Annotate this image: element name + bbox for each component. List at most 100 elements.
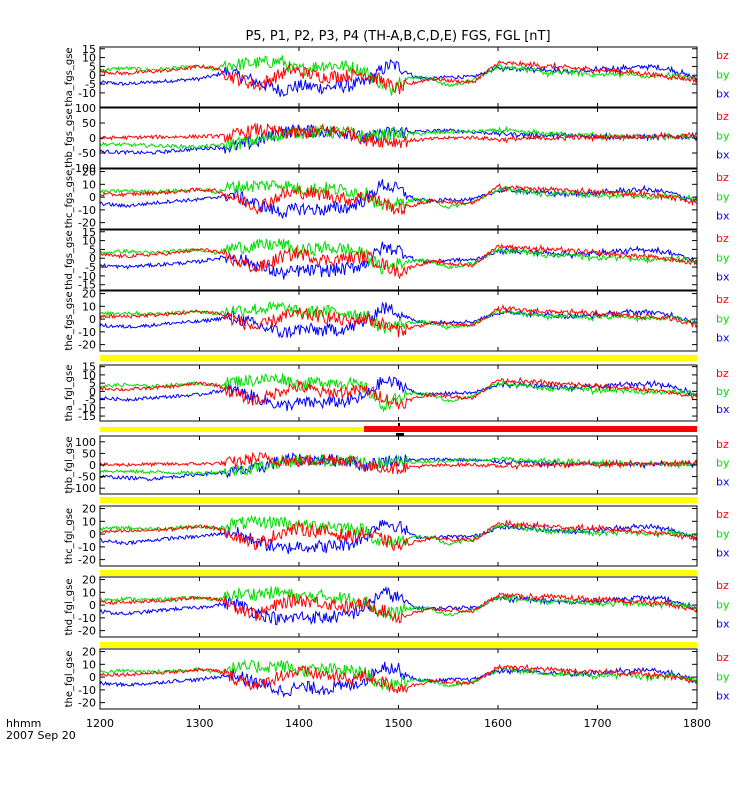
legend-bz: bz bbox=[716, 293, 729, 306]
traces bbox=[100, 659, 697, 698]
y-tick-label: 0 bbox=[89, 599, 96, 612]
series-bz bbox=[100, 304, 697, 338]
legend-bx: bx bbox=[716, 88, 730, 101]
legend-by: by bbox=[716, 190, 730, 203]
series-bz bbox=[100, 451, 697, 475]
date-label: 2007 Sep 20 bbox=[6, 729, 76, 742]
y-axis-label: tha_fgl_gse bbox=[64, 365, 75, 422]
series-bx bbox=[100, 519, 697, 555]
legend-by: by bbox=[716, 129, 730, 142]
traces bbox=[100, 514, 697, 555]
legend-bx: bx bbox=[716, 690, 730, 703]
x-tick-label: 1600 bbox=[484, 717, 512, 730]
flag-marker bbox=[396, 433, 404, 436]
series-bx bbox=[100, 586, 697, 626]
y-tick-label: 0 bbox=[89, 385, 96, 398]
y-tick-label: -50 bbox=[78, 471, 96, 484]
y-tick-label: -10 bbox=[78, 204, 96, 217]
flag-marker-top bbox=[398, 423, 400, 426]
y-tick-label: -100 bbox=[71, 162, 96, 175]
y-axis-label: the_fgl_gse bbox=[64, 651, 75, 708]
y-tick-label: -10 bbox=[78, 270, 96, 283]
x-tick-label: 1800 bbox=[683, 717, 711, 730]
y-axis-label: tha_fgs_gse bbox=[64, 47, 75, 106]
y-tick-label: 50 bbox=[82, 117, 96, 130]
y-tick-label: -20 bbox=[78, 339, 96, 352]
status-bars bbox=[100, 355, 697, 648]
legend-by: by bbox=[716, 527, 730, 540]
panel-frame bbox=[99, 46, 698, 108]
y-tick-label: 50 bbox=[82, 447, 96, 460]
status-bar bbox=[100, 570, 697, 576]
legend-bz: bz bbox=[716, 171, 729, 184]
legend-bz: bz bbox=[716, 438, 729, 451]
series-bz bbox=[100, 519, 697, 552]
legend-bz: bz bbox=[716, 49, 729, 62]
legend-by: by bbox=[716, 457, 730, 470]
series-by bbox=[100, 300, 697, 334]
y-tick-label: -10 bbox=[78, 87, 96, 100]
time-axis: 1200 1300 1400 1500 1600 1700 1800 bbox=[86, 717, 711, 730]
y-tick-label: -20 bbox=[78, 554, 96, 567]
legend-bx: bx bbox=[716, 618, 730, 631]
legend-by: by bbox=[716, 251, 730, 264]
series-bz bbox=[100, 592, 697, 624]
y-tick-label: 20 bbox=[82, 166, 96, 179]
y-axis-label: thc_fgs_gse bbox=[64, 170, 75, 229]
series-by bbox=[100, 124, 697, 151]
legend-bx: bx bbox=[716, 403, 730, 416]
y-tick-label: 0 bbox=[89, 252, 96, 265]
y-tick-label: -10 bbox=[78, 541, 96, 554]
y-tick-label: 15 bbox=[82, 226, 96, 239]
series-bx bbox=[100, 241, 697, 280]
legend-bz: bz bbox=[716, 110, 729, 123]
traces bbox=[100, 300, 697, 339]
y-axis-label: thc_fgl_gse bbox=[64, 508, 75, 564]
y-axis-label: thb_fgs_gse bbox=[64, 108, 75, 167]
traces bbox=[100, 122, 697, 156]
y-axis-label: the_fgs_gse bbox=[64, 291, 75, 350]
legend-bx: bx bbox=[716, 547, 730, 560]
series-bz bbox=[100, 243, 697, 280]
y-tick-label: 0 bbox=[89, 191, 96, 204]
legend-bx: bx bbox=[716, 149, 730, 162]
y-tick-label: 10 bbox=[82, 178, 96, 191]
series-bx bbox=[100, 179, 697, 219]
series-by bbox=[100, 373, 697, 413]
y-tick-label: 5 bbox=[89, 243, 96, 256]
series-bz bbox=[100, 183, 697, 216]
y-tick-label: 10 bbox=[82, 515, 96, 528]
series-bx bbox=[100, 661, 697, 698]
legend-bz: bz bbox=[716, 651, 729, 664]
traces bbox=[100, 586, 697, 626]
legend-bx: bx bbox=[716, 332, 730, 345]
series-bz bbox=[100, 663, 697, 694]
panel-frame bbox=[99, 229, 698, 291]
series-by bbox=[100, 238, 697, 275]
legend-bx: bx bbox=[716, 475, 730, 488]
y-tick-label: 0 bbox=[89, 528, 96, 541]
series-by bbox=[100, 514, 697, 548]
legend-by: by bbox=[716, 312, 730, 325]
series-bz bbox=[100, 376, 697, 410]
x-tick-label: 1500 bbox=[385, 717, 413, 730]
legend-by: by bbox=[716, 385, 730, 398]
y-tick-label: -20 bbox=[78, 217, 96, 230]
flag-bar bbox=[364, 426, 697, 432]
y-tick-label: -5 bbox=[85, 261, 96, 274]
y-tick-label: -10 bbox=[78, 402, 96, 415]
traces bbox=[100, 55, 697, 97]
traces bbox=[100, 373, 697, 413]
y-tick-label: 15 bbox=[82, 361, 96, 374]
legend-by: by bbox=[716, 670, 730, 683]
status-bar bbox=[100, 497, 697, 503]
y-tick-label: 10 bbox=[82, 369, 96, 382]
series-by bbox=[100, 454, 697, 477]
y-tick-label: -5 bbox=[85, 394, 96, 407]
